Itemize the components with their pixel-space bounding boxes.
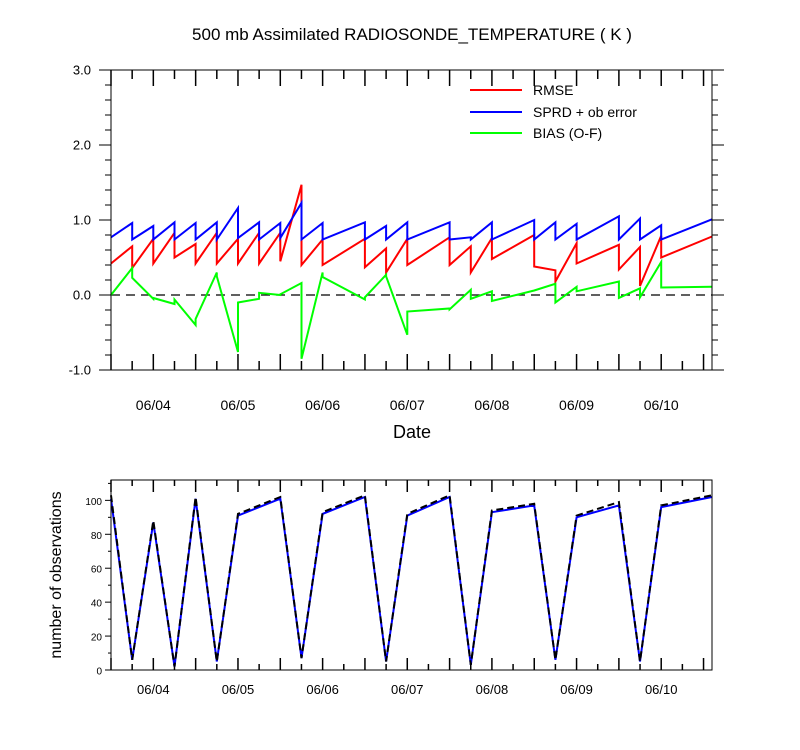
y-axis-label-observations: number of observations: [48, 491, 65, 658]
top-x-tick-label: 06/08: [474, 397, 509, 413]
bottom-x-tick-label: 06/09: [560, 682, 593, 697]
bottom-y-tick-label: 20: [91, 633, 103, 644]
top-x-tick-label: 06/06: [305, 397, 340, 413]
top-y-tick-label: 0.0: [73, 288, 91, 303]
bottom-axes: 06/04 06/05 06/06 06/07 06/08 06/09 06/10 0 20 40…: [85, 480, 705, 697]
top-x-tick-label: 06/10: [644, 397, 679, 413]
rmse-chart: 500 mb Assimilated RADIOSONDE_TEMPERATUR…: [69, 25, 724, 442]
top-y-tick-label: -1.0: [69, 363, 91, 378]
legend-label-bias: BIAS (O-F): [533, 125, 602, 141]
series-line-rmse: [110, 184, 713, 287]
observations-chart: 06/04 06/05 06/06 06/07 06/08 06/09 06/10 0 20 40…: [48, 479, 713, 697]
bottom-x-tick-label: 06/07: [391, 682, 424, 697]
top-x-tick-label: 06/09: [559, 397, 594, 413]
bottom-x-tick-label: 06/06: [306, 682, 339, 697]
bottom-x-tick-label: 06/05: [222, 682, 255, 697]
bottom-y-tick-label: 60: [91, 565, 103, 576]
legend-label-sprd: SPRD + ob error: [533, 104, 637, 120]
bottom-plot-frame: [110, 479, 713, 671]
bottom-x-tick-label: 06/10: [645, 682, 678, 697]
top-y-tick-label: 3.0: [73, 63, 91, 78]
top-y-tick-label: 2.0: [73, 138, 91, 153]
top-axes: 06/04 06/05 06/06 06/07 06/08 06/09 06/10 -1.0 0…: [69, 63, 724, 413]
bottom-y-tick-label: 100: [85, 497, 102, 508]
chart-title: 500 mb Assimilated RADIOSONDE_TEMPERATUR…: [192, 25, 632, 44]
bottom-y-tick-label: 0: [96, 667, 102, 678]
legend: RMSE SPRD + ob error BIAS (O-F): [470, 82, 637, 141]
series-line-bias-o-f: [110, 258, 713, 360]
series-line-total: [110, 493, 713, 667]
top-x-tick-label: 06/04: [136, 397, 171, 413]
top-x-tick-label: 06/05: [220, 397, 255, 413]
x-axis-label: Date: [393, 422, 431, 442]
legend-label-rmse: RMSE: [533, 82, 573, 98]
top-series-group: [110, 184, 713, 360]
top-plot-frame: [110, 69, 713, 371]
bottom-series-group: [110, 493, 713, 667]
series-line-assimilated: [110, 495, 713, 667]
bottom-y-tick-label: 80: [91, 531, 103, 542]
bottom-x-tick-label: 06/04: [137, 682, 170, 697]
series-line-sprd-ob-error: [110, 199, 713, 243]
top-x-tick-label: 06/07: [390, 397, 425, 413]
bottom-y-tick-label: 40: [91, 599, 103, 610]
bottom-x-tick-label: 06/08: [476, 682, 509, 697]
top-y-tick-label: 1.0: [73, 213, 91, 228]
